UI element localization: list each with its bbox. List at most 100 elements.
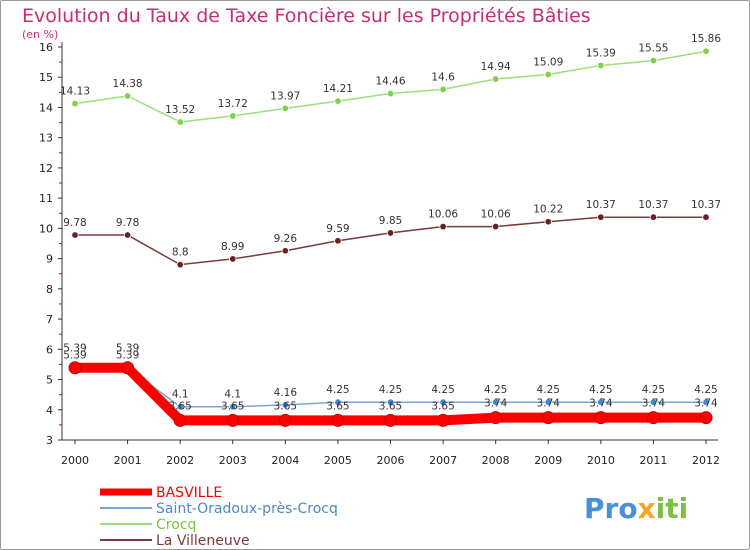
data-point — [334, 97, 342, 105]
data-label: 15.39 — [586, 47, 616, 59]
legend: BASVILLESaint-Oradoux-près-CrocqCrocqLa … — [100, 485, 338, 549]
data-point — [491, 222, 500, 231]
data-label: 3.74 — [642, 398, 666, 410]
data-label: 9.59 — [326, 223, 349, 235]
data-point — [649, 398, 658, 406]
data-label: 15.55 — [638, 43, 668, 55]
data-label: 13.97 — [270, 90, 300, 102]
chart-subtitle: (en %) — [22, 28, 58, 41]
y-tick-label: 8 — [46, 283, 53, 296]
data-label: 9.26 — [274, 233, 298, 245]
data-point — [229, 112, 237, 120]
data-point — [597, 213, 605, 221]
proxiti-logo: Proxiti — [584, 492, 688, 525]
data-label: 3.65 — [379, 400, 402, 412]
data-point — [278, 413, 292, 427]
data-label: 4.1 — [224, 389, 241, 401]
x-tick-label: 2008 — [482, 454, 510, 467]
x-tick-label: 2002 — [166, 454, 194, 467]
data-label: 10.06 — [481, 209, 511, 221]
data-label: 3.65 — [326, 400, 349, 412]
logo-text: Proxiti — [584, 492, 688, 525]
x-tick-label: 2000 — [61, 454, 89, 467]
data-label: 4.25 — [537, 384, 560, 396]
data-label: 4.1 — [172, 389, 189, 401]
data-label: 9.78 — [116, 217, 139, 229]
data-label: 4.25 — [326, 384, 349, 396]
data-point — [71, 231, 79, 239]
data-label: 14.21 — [323, 83, 353, 95]
legend-label: Crocq — [156, 517, 196, 533]
y-tick-label: 5 — [46, 374, 53, 387]
data-point — [176, 403, 184, 411]
data-label: 9.85 — [379, 215, 402, 227]
data-point — [699, 411, 713, 425]
data-label: 3.74 — [537, 398, 561, 410]
data-point — [123, 231, 132, 239]
axes: 3 4 5 6 7 8 9 10 11 12 13 14 15 16 2000 2001 2002 2003 200… — [39, 41, 720, 467]
x-tick-label: 2001 — [114, 454, 142, 467]
data-point — [384, 413, 397, 427]
data-label: 14.13 — [60, 86, 90, 98]
x-tick-label: 2010 — [587, 454, 615, 467]
data-point — [386, 229, 395, 237]
data-label: 15.86 — [691, 33, 721, 45]
data-label: 4.25 — [694, 384, 717, 396]
legend-label: La Villeneuve — [156, 533, 250, 549]
data-point — [176, 118, 184, 126]
data-point — [123, 92, 132, 100]
data-point — [649, 213, 658, 221]
data-point — [597, 61, 605, 70]
data-label: 13.52 — [165, 104, 195, 116]
data-point — [491, 75, 500, 83]
data-label: 8.99 — [221, 241, 244, 253]
data-point — [439, 398, 447, 406]
legend-label: BASVILLE — [156, 485, 222, 501]
x-tick-label: 2011 — [639, 454, 667, 467]
x-tick-label: 2005 — [324, 454, 352, 467]
data-label: 3.74 — [694, 398, 718, 410]
data-label: 10.37 — [586, 199, 616, 211]
data-label: 8.8 — [172, 247, 189, 259]
data-point — [386, 89, 395, 98]
data-point — [226, 413, 240, 427]
x-tick-label: 2009 — [534, 454, 562, 467]
y-tick-label: 4 — [46, 404, 53, 417]
data-label: 9.78 — [63, 217, 86, 229]
x-tick-label: 2003 — [219, 454, 247, 467]
data-point — [121, 361, 135, 375]
data-point — [229, 403, 237, 411]
data-point — [544, 70, 552, 79]
data-label: 14.46 — [375, 76, 405, 88]
series-4 — [71, 213, 710, 269]
y-tick-label: 12 — [39, 162, 53, 175]
data-label: 14.94 — [481, 61, 511, 73]
logo-part: iti — [656, 492, 689, 525]
data-point — [544, 218, 552, 226]
y-tick-label: 9 — [46, 253, 53, 266]
data-labels: 5.39 5.393.65 3.65 3.65 3.65 3.65 3.65 3.74 3.74… — [60, 33, 721, 412]
data-label: 10.22 — [533, 204, 563, 216]
y-tick-label: 13 — [39, 132, 53, 145]
data-point — [386, 398, 395, 406]
x-tick-label: 2012 — [692, 454, 720, 467]
y-tick-label: 15 — [39, 71, 53, 84]
data-point — [702, 398, 710, 406]
data-label: 10.37 — [638, 199, 668, 211]
y-tick-label: 14 — [39, 101, 53, 114]
data-point — [331, 413, 345, 427]
data-point — [439, 222, 447, 231]
data-label: 15.09 — [533, 57, 563, 69]
data-point — [702, 213, 710, 221]
data-label: 5.39 — [63, 343, 86, 355]
x-tick-label: 2007 — [429, 454, 457, 467]
data-point — [439, 85, 447, 94]
data-label: 13.72 — [218, 98, 248, 110]
data-label: 10.06 — [428, 209, 458, 221]
data-label: 14.38 — [113, 78, 143, 90]
data-point — [594, 411, 608, 425]
data-label: 3.74 — [484, 398, 508, 410]
data-point — [436, 413, 450, 427]
data-point — [334, 398, 342, 406]
